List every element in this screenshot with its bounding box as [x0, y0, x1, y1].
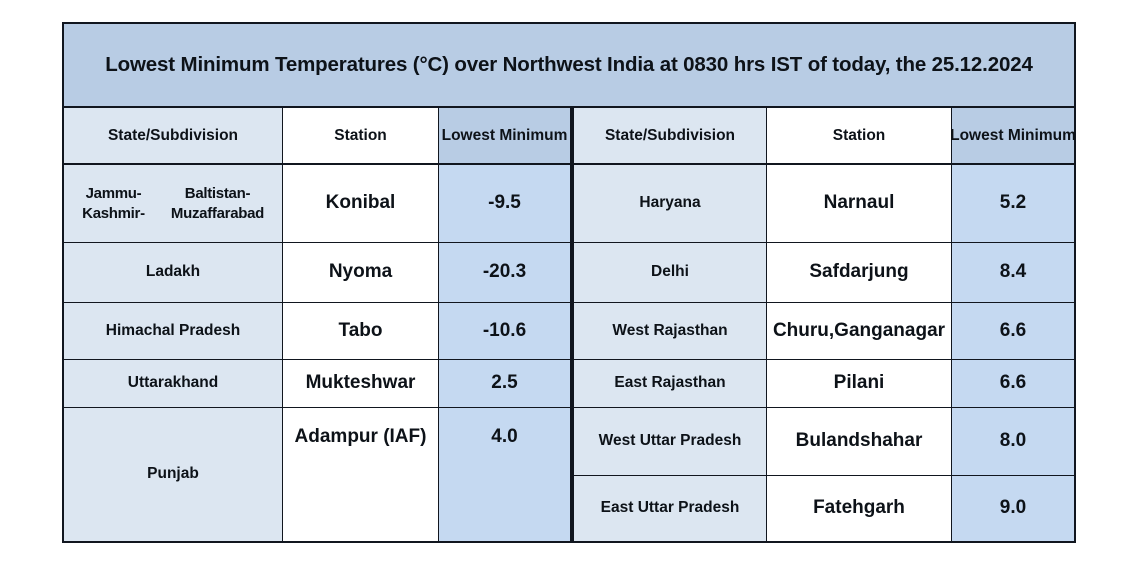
state-text: Uttarakhand [127, 374, 219, 392]
value-cell: -9.5 [439, 165, 570, 243]
header-state-right: State/Subdivision [574, 108, 767, 163]
state-text: Baltistan-Muzaffarabad [170, 185, 265, 222]
state-cell: Delhi [574, 243, 766, 303]
station-cell: Narnaul [767, 165, 951, 243]
value-text: 2.5 [491, 372, 518, 394]
state-text: Himachal Pradesh [105, 321, 241, 339]
header-state-left: State/Subdivision [64, 108, 283, 163]
value-text: -9.5 [488, 192, 521, 214]
left-table: State/Subdivision Station Lowest Minimum… [64, 108, 572, 541]
left-value-column: -9.5 -20.3 -10.6 2.5 4.0 [439, 165, 570, 541]
temperature-table: Lowest Minimum Temperatures (°C) over No… [62, 22, 1076, 543]
value-cell: 8.0 [952, 408, 1074, 476]
state-cell: East Uttar Pradesh [574, 476, 766, 541]
right-table-header-row: State/Subdivision Station Lowest Minimum [574, 108, 1076, 165]
left-station-column: Konibal Nyoma Tabo Mukteshwar Adampur (IAF) [283, 165, 439, 541]
state-text: Punjab [147, 465, 199, 483]
value-cell: -10.6 [439, 303, 570, 360]
station-cell: Churu, Ganganagar [767, 303, 951, 360]
header-station-right: Station [767, 108, 952, 163]
value-cell: 4.0 [439, 408, 570, 541]
value-text: 6.6 [999, 319, 1027, 341]
value-text: 8.0 [999, 430, 1027, 452]
state-text: East Uttar Pradesh [600, 499, 740, 517]
station-cell: Fatehgarh [767, 476, 951, 541]
value-text: -10.6 [482, 319, 527, 341]
right-value-column: 5.2 8.4 6.6 6.6 8.0 9.0 [952, 165, 1074, 541]
station-cell: Nyoma [283, 243, 438, 303]
header-lowest-line1: Lowest [950, 126, 1004, 144]
tables-container: State/Subdivision Station Lowest Minimum… [64, 108, 1076, 541]
state-cell: Uttarakhand [64, 360, 282, 408]
table-title-banner: Lowest Minimum Temperatures (°C) over No… [64, 24, 1074, 108]
station-text: Adampur (IAF) [294, 426, 427, 447]
station-text: Nyoma [328, 261, 393, 283]
header-station-left: Station [283, 108, 439, 163]
state-cell: Ladakh [64, 243, 282, 303]
state-text: Haryana [639, 194, 701, 212]
station-cell: Tabo [283, 303, 438, 360]
state-text: East Rajasthan [614, 374, 726, 392]
station-text: Konibal [325, 192, 396, 214]
value-text: -20.3 [482, 261, 527, 283]
header-lowest-minimum-right: Lowest Minimum [950, 108, 1076, 163]
value-cell: 8.4 [952, 243, 1074, 303]
station-cell: Safdarjung [767, 243, 951, 303]
station-cell: Mukteshwar [283, 360, 438, 408]
header-lowest-minimum-left: Lowest Minimum [439, 108, 570, 163]
state-cell: East Rajasthan [574, 360, 766, 408]
station-text: Tabo [338, 319, 383, 341]
station-cell: Bulandshahar [767, 408, 951, 476]
station-cell: Pilani [767, 360, 951, 408]
header-lowest-line2: Minimum [499, 126, 568, 144]
state-text: Jammu-Kashmir- [82, 185, 145, 222]
station-text: Safdarjung [809, 261, 909, 283]
value-cell: 6.6 [952, 360, 1074, 408]
state-cell: West Rajasthan [574, 303, 766, 360]
value-text: 9.0 [999, 497, 1027, 519]
value-cell: 9.0 [952, 476, 1074, 541]
station-cell: Adampur (IAF) [283, 408, 438, 541]
right-state-column: Haryana Delhi West Rajasthan East Rajasthan… [574, 165, 767, 541]
right-table: State/Subdivision Station Lowest Minimum… [572, 108, 1076, 541]
station-text: Ganganagar [834, 319, 946, 341]
station-text: Narnaul [823, 192, 895, 214]
left-table-body: Jammu-Kashmir- Baltistan-Muzaffarabad Lada… [64, 165, 570, 541]
value-cell: 2.5 [439, 360, 570, 408]
station-cell: Konibal [283, 165, 438, 243]
right-table-body: Haryana Delhi West Rajasthan East Rajasthan… [574, 165, 1074, 541]
station-text: Pilani [833, 372, 885, 394]
state-text: West Uttar Pradesh [598, 432, 742, 450]
value-text: 4.0 [491, 426, 518, 447]
state-cell: Jammu-Kashmir- Baltistan-Muzaffarabad [64, 165, 282, 243]
value-cell: 6.6 [952, 303, 1074, 360]
value-text: 5.2 [999, 192, 1027, 214]
right-station-column: Narnaul Safdarjung Churu, Ganganagar Pilani B… [767, 165, 952, 541]
value-cell: -20.3 [439, 243, 570, 303]
page-title: Lowest Minimum Temperatures (°C) over No… [105, 53, 1033, 76]
station-text: Bulandshahar [795, 430, 923, 452]
state-cell: West Uttar Pradesh [574, 408, 766, 476]
header-lowest-line1: Lowest [441, 126, 496, 144]
header-lowest-line2: Minimum [1007, 126, 1076, 144]
station-text: Mukteshwar [305, 372, 416, 394]
state-text: West Rajasthan [612, 321, 728, 339]
state-text: Delhi [651, 263, 689, 281]
state-cell: Punjab [64, 408, 282, 541]
state-cell: Himachal Pradesh [64, 303, 282, 360]
value-text: 6.6 [999, 372, 1027, 394]
value-cell: 5.2 [952, 165, 1074, 243]
station-text: Churu, [772, 319, 835, 341]
value-text: 8.4 [999, 261, 1027, 283]
station-text: Fatehgarh [813, 497, 905, 519]
left-table-header-row: State/Subdivision Station Lowest Minimum [64, 108, 570, 165]
state-cell: Haryana [574, 165, 766, 243]
state-text: Ladakh [145, 263, 201, 281]
left-state-column: Jammu-Kashmir- Baltistan-Muzaffarabad Lada… [64, 165, 283, 541]
